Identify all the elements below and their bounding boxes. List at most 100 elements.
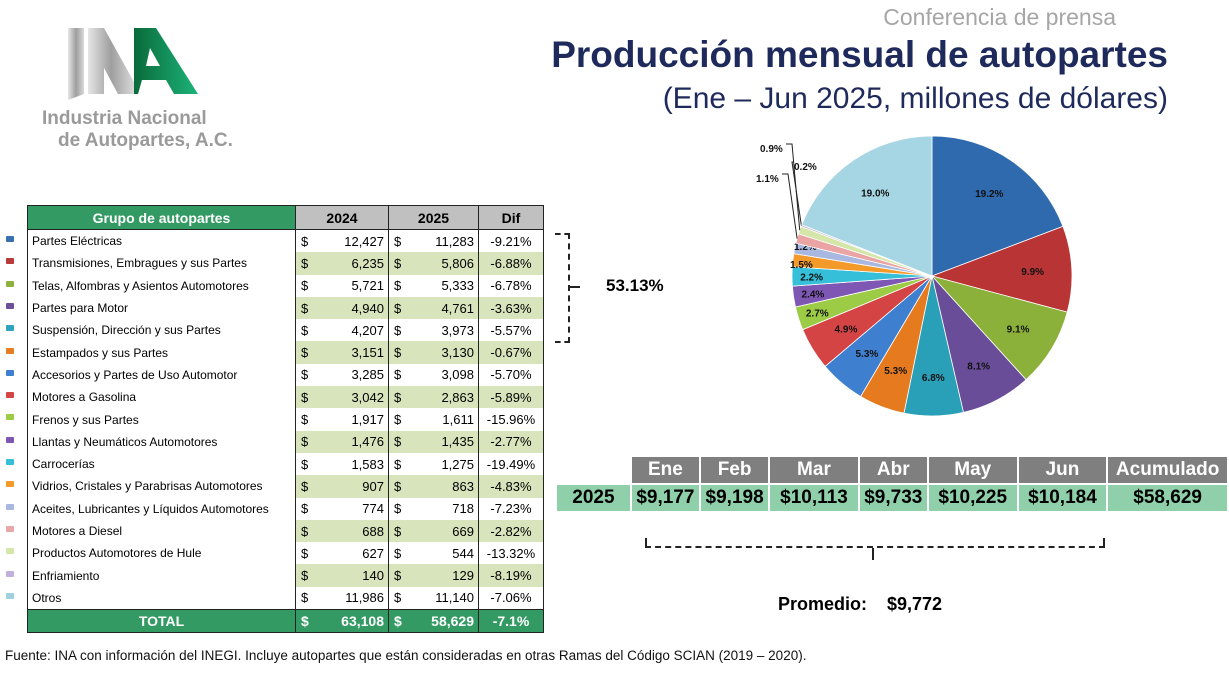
total-2024: $63,108	[295, 609, 389, 634]
currency: $	[394, 434, 402, 450]
value-2024: $4,940	[295, 296, 389, 320]
value-2024-text: 4,207	[351, 322, 384, 338]
value-2024: $907	[295, 475, 389, 498]
value-2024-text: 688	[362, 523, 384, 539]
total-label: TOTAL	[27, 609, 296, 634]
currency: $	[394, 523, 402, 539]
value-2024: $3,285	[295, 363, 389, 387]
value-2025-text: 11,283	[435, 233, 474, 249]
row-name: Otros	[27, 586, 296, 610]
value-2024: $774	[295, 497, 389, 520]
value-2024: $1,583	[295, 452, 389, 476]
currency: $	[301, 300, 309, 316]
value-2025-text: 129	[452, 568, 474, 584]
value-2024: $1,476	[295, 430, 389, 453]
currency: $	[301, 523, 309, 539]
currency: $	[394, 568, 402, 584]
pie-slice	[930, 275, 1068, 381]
dif-value: -7.23%	[478, 497, 544, 520]
month-header: May	[926, 455, 1019, 485]
value-2024-text: 5,721	[351, 278, 384, 294]
legend-square-icon	[6, 548, 14, 555]
table-row: Estampados y sus Partes $3,151 $3,130 -0…	[27, 341, 544, 364]
currency: $	[301, 478, 309, 494]
value-2025: $718	[388, 497, 479, 520]
dif-value: -4.83%	[478, 475, 544, 498]
value-2025-text: 669	[452, 523, 474, 539]
currency: $	[301, 367, 309, 383]
value-2025: $3,098	[388, 363, 479, 387]
dif-value: -6.78%	[478, 274, 544, 297]
row-name: Llantas y Neumáticos Automotores	[27, 430, 296, 453]
value-2025-text: 3,973	[441, 322, 474, 338]
row-name: Partes Eléctricas	[27, 229, 296, 253]
value-2024-text: 627	[362, 545, 384, 561]
legend-square-icon	[6, 325, 14, 332]
table-row: Motores a Gasolina $3,042 $2,863 -5.89%	[27, 386, 544, 409]
total-2025-text: 58,629	[431, 613, 474, 630]
value-2025-text: 5,333	[441, 278, 474, 294]
row-name: Aceites, Lubricantes y Líquidos Automoto…	[27, 497, 296, 520]
value-2025-text: 4,761	[441, 300, 474, 316]
value-2025-text: 2,863	[441, 389, 474, 405]
monthly-bracket	[645, 538, 1105, 548]
legend-square-icon	[6, 459, 14, 465]
value-2024: $3,042	[295, 386, 389, 409]
currency: $	[394, 389, 402, 405]
currency: $	[301, 412, 309, 428]
legend-square-icon	[6, 525, 14, 532]
total-2024-text: 63,108	[341, 613, 384, 630]
promedio-label: Promedio:	[778, 594, 868, 614]
table-row: Suspensión, Dirección y sus Partes $4,20…	[27, 319, 544, 342]
pie-label: 5.3%	[884, 366, 907, 377]
value-2024-text: 907	[362, 478, 384, 494]
pie-slice	[930, 225, 1073, 313]
value-2025: $5,806	[388, 252, 479, 275]
dif-value: -5.57%	[478, 319, 544, 342]
row-name: Enfriamiento	[27, 564, 296, 587]
top5-share: 53.13%	[606, 276, 664, 295]
header-2025: 2025	[388, 205, 479, 230]
currency: $	[301, 322, 309, 338]
table-row: Frenos y sus Partes $1,917 $1,611 -15.96…	[27, 408, 544, 431]
currency: $	[301, 255, 309, 271]
legend-square-icon	[6, 302, 14, 309]
currency: $	[394, 367, 402, 383]
pie-label: 1.1%	[756, 174, 779, 185]
currency: $	[394, 545, 402, 561]
value-2025: $4,761	[388, 296, 479, 320]
pie-label: 2.2%	[800, 272, 823, 283]
month-value: $10,113	[768, 483, 860, 513]
top5-bracket-tick	[570, 286, 580, 288]
table-row: Enfriamiento $140 $129 -8.19%	[27, 564, 544, 587]
dif-value: -19.49%	[478, 452, 544, 476]
currency: $	[394, 255, 402, 271]
pie-label: 0.9%	[760, 144, 783, 155]
legend-square-icon	[6, 503, 14, 510]
value-2025: $1,275	[388, 452, 479, 476]
value-2024-text: 3,151	[351, 345, 384, 361]
month-value: $9,733	[857, 483, 929, 513]
month-header: Ene	[629, 455, 702, 485]
dif-value: -5.89%	[478, 386, 544, 409]
dif-value: -5.70%	[478, 363, 544, 387]
month-header: Mar	[768, 455, 860, 485]
currency: $	[394, 300, 402, 316]
row-name: Motores a Diesel	[27, 519, 296, 543]
pie-label: 19.0%	[861, 189, 889, 200]
month-value: $9,177	[629, 483, 702, 513]
legend-square-icon	[6, 592, 14, 599]
currency: $	[394, 322, 402, 338]
table-row: Partes para Motor $4,940 $4,761 -3.63%	[27, 296, 544, 320]
month-value: $10,184	[1016, 483, 1109, 513]
value-2024: $627	[295, 542, 389, 565]
header-dif: Dif	[478, 205, 544, 230]
ina-logo: Industria Nacional de Autopartes, A.C.	[38, 22, 238, 157]
currency: $	[394, 412, 402, 428]
value-2024-text: 4,940	[351, 300, 384, 316]
total-2025: $58,629	[388, 609, 479, 634]
table-row: Otros $11,986 $11,140 -7.06%	[27, 586, 544, 610]
legend-square-icon	[6, 392, 14, 399]
currency: $	[394, 278, 402, 294]
kicker: Conferencia de prensa	[883, 4, 1116, 30]
